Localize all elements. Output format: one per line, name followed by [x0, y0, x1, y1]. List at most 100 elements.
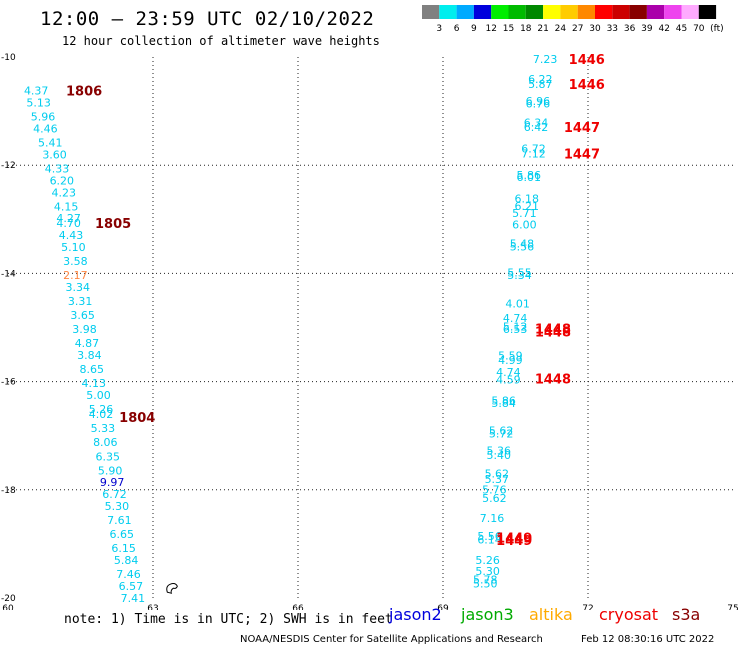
- colorbar-swatch: [439, 5, 457, 19]
- wave-height-label: 5.10: [61, 241, 86, 254]
- colorbar-tick-label: 70: [693, 24, 705, 34]
- wave-height-label: 3.34: [66, 281, 91, 294]
- x-tick-label: 63: [147, 604, 158, 610]
- wave-height-label: 6.72: [102, 488, 127, 501]
- colorbar-tick-label: 3: [436, 24, 442, 34]
- wave-height-label: 5.40: [487, 449, 512, 462]
- wave-height-label: 5.56: [477, 530, 502, 543]
- wave-height-label: 4.37: [24, 85, 49, 98]
- wave-height-label: 3.31: [68, 295, 93, 308]
- wave-height-label: 6.20: [50, 174, 75, 187]
- satellite-legend-jason2: jason2: [389, 605, 442, 624]
- wave-height-label: 6.00: [512, 219, 537, 232]
- colorbar-swatch: [595, 5, 613, 19]
- x-tick-label: 72: [582, 604, 593, 610]
- y-tick-label: -14: [1, 269, 16, 279]
- x-tick-label: 60: [2, 604, 14, 610]
- wave-height-label: 4.13: [81, 377, 106, 390]
- colorbar-tick-label: 36: [624, 24, 636, 34]
- wave-height-label: 6.96: [526, 95, 551, 108]
- wave-height-label: 4.15: [54, 200, 79, 213]
- wave-height-label: 5.30: [475, 565, 500, 578]
- colorbar-tick-label: 24: [555, 24, 567, 34]
- wave-height-label: 5.12: [503, 320, 528, 333]
- wave-height-label: 5.62: [489, 424, 513, 437]
- wave-height-label: 5.87: [528, 78, 553, 91]
- colorbar-swatch: [543, 5, 561, 19]
- chart-subtitle: 12 hour collection of altimeter wave hei…: [62, 34, 380, 48]
- island-outline: [166, 583, 178, 594]
- wave-height-label: 5.26: [89, 403, 114, 416]
- y-tick-label: -10: [1, 53, 16, 63]
- wave-height-label: 7.23: [533, 53, 558, 66]
- wave-height-label: 5.78: [473, 574, 498, 587]
- x-tick-label: 75: [727, 604, 738, 610]
- wave-height-label: 5.84: [114, 554, 139, 567]
- colorbar-swatch: [681, 5, 699, 19]
- pass-time-label: 1448: [535, 323, 571, 338]
- wave-height-label: 5.30: [105, 500, 129, 513]
- colorbar-tick-label: 39: [641, 24, 653, 34]
- wave-height-label: 7.46: [116, 568, 140, 581]
- generation-timestamp: Feb 12 08:30:16 UTC 2022: [581, 634, 715, 645]
- wave-height-label: 5.56: [510, 240, 535, 253]
- wave-height-label: 9.97: [100, 476, 125, 489]
- pass-time-label: 1805: [95, 217, 131, 232]
- wave-height-label: 3.65: [70, 309, 95, 322]
- wave-height-label: 6.57: [119, 580, 144, 593]
- wave-height-label: 5.86: [491, 395, 516, 408]
- wave-height-label: 4.74: [496, 366, 520, 379]
- wave-height-label: 7.12: [521, 147, 546, 160]
- wave-height-label: 4.99: [498, 354, 522, 367]
- wave-height-label: 4.23: [52, 186, 77, 199]
- wave-height-label: 3.58: [63, 255, 88, 268]
- y-tick-label: -16: [1, 378, 16, 388]
- wave-height-label: 6.35: [95, 450, 120, 463]
- x-tick-label: 66: [292, 604, 304, 610]
- wave-height-label: 3.60: [42, 148, 67, 161]
- colorbar-swatch: [664, 5, 682, 19]
- wave-height-label: 3.98: [72, 323, 97, 336]
- wave-height-label: 6.15: [111, 542, 136, 555]
- wave-height-label: 5.33: [91, 422, 116, 435]
- colorbar-unit: (ft): [710, 24, 724, 34]
- colorbar-legend: 3 6 9 12 15 18 21 24 27 30 33 36 39 42 45 70 (ft): [422, 5, 724, 34]
- wave-height-label: 5.72: [489, 428, 513, 441]
- pass-time-label: 1448: [535, 372, 571, 387]
- wave-height-label: 5.59: [498, 350, 522, 363]
- altimeter-plot: 60 63 66 69 72 75 -10 -12 -14 -16 -18 -20 4.375.13 5.…: [1, 53, 739, 610]
- wave-height-label: 4.59: [496, 373, 520, 386]
- colorbar-tick-label: 12: [485, 24, 496, 34]
- wave-height-label: 5.90: [98, 464, 123, 477]
- colorbar-tick-label: 18: [520, 24, 532, 34]
- wave-height-label: 4.70: [56, 217, 80, 230]
- wave-height-label: 4.46: [33, 122, 58, 135]
- colorbar-swatch: [577, 5, 595, 19]
- pass-time-label: 1449: [496, 531, 532, 546]
- pass-time-label: 1447: [564, 147, 600, 162]
- wave-height-label: 6.53: [503, 323, 528, 336]
- wave-height-label: 5.50: [473, 577, 498, 590]
- wave-height-label: 6.18: [515, 193, 540, 206]
- colorbar-swatch: [422, 5, 440, 19]
- colorbar-tick-label: 9: [471, 24, 477, 34]
- satellite-legend-s3a: s3a: [672, 605, 701, 624]
- wave-height-label: 5.34: [507, 269, 532, 282]
- wave-height-label: 6.65: [110, 528, 135, 541]
- wave-height-label: 7.16: [480, 512, 505, 525]
- wave-height-label: 6.72: [521, 142, 546, 155]
- chart-title: 12:00 – 23:59 UTC 02/10/2022: [40, 8, 375, 30]
- wave-height-label: 5.96: [31, 111, 56, 124]
- pass-time-label: 1804: [119, 411, 155, 426]
- colorbar-swatch: [456, 5, 474, 19]
- colorbar-swatch: [698, 5, 717, 19]
- wave-height-label: 4.27: [56, 212, 80, 225]
- wave-height-label: 4.33: [45, 162, 70, 175]
- colorbar-swatch: [629, 5, 647, 19]
- wave-height-label: 6.76: [526, 98, 551, 111]
- wave-height-label: 5.62: [482, 492, 507, 505]
- colorbar-swatch: [508, 5, 526, 19]
- pass-time-label: 1447: [564, 121, 600, 136]
- wave-height-label: 5.62: [485, 468, 510, 481]
- wave-height-label: 5.48: [510, 238, 535, 251]
